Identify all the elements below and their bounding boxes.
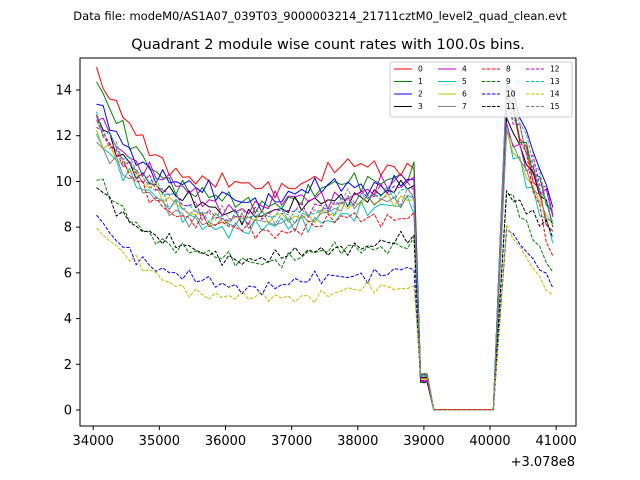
series-layer bbox=[96, 66, 554, 411]
axes-layer: 34000 35000 36000 37000 38000 39000 40000 41000… bbox=[55, 57, 577, 449]
legend-label-14: 14 bbox=[550, 90, 560, 99]
x-tick-label: 38000 bbox=[337, 434, 378, 449]
y-tick-label: 6 bbox=[64, 266, 72, 281]
y-tick-label: 14 bbox=[55, 84, 72, 99]
legend-label-1: 1 bbox=[418, 77, 423, 86]
legend-label-0: 0 bbox=[418, 65, 423, 74]
y-tick-label: 0 bbox=[64, 404, 72, 419]
chart-title: Quadrant 2 module wise count rates with … bbox=[131, 37, 525, 53]
legend-label-9: 9 bbox=[506, 77, 511, 86]
x-tick-label: 35000 bbox=[139, 434, 180, 449]
x-tick-label: 41000 bbox=[535, 434, 576, 449]
y-tick-label: 10 bbox=[55, 175, 72, 190]
y-tick-label: 2 bbox=[64, 358, 72, 373]
y-tick-label: 4 bbox=[64, 312, 72, 327]
legend-label-11: 11 bbox=[506, 102, 516, 111]
legend-label-6: 6 bbox=[462, 90, 467, 99]
x-axis-offset-label: +3.078e8 bbox=[511, 455, 575, 470]
legend-label-10: 10 bbox=[506, 90, 516, 99]
x-tick-label: 39000 bbox=[403, 434, 444, 449]
figure-suptitle: Data file: modeM0/AS1A07_039T03_90000032… bbox=[73, 9, 567, 23]
axes-frame bbox=[79, 57, 577, 427]
legend-box bbox=[389, 61, 573, 118]
legend-label-5: 5 bbox=[462, 77, 467, 86]
series-line-15 bbox=[96, 81, 554, 411]
legend-label-7: 7 bbox=[462, 102, 467, 111]
x-tick-label: 40000 bbox=[469, 434, 510, 449]
series-line-14 bbox=[96, 224, 554, 411]
legend-label-13: 13 bbox=[550, 77, 560, 86]
x-tick-label: 37000 bbox=[271, 434, 312, 449]
legend-label-4: 4 bbox=[462, 65, 467, 74]
y-tick-label: 12 bbox=[55, 129, 72, 144]
legend-label-12: 12 bbox=[550, 65, 560, 74]
legend-label-8: 8 bbox=[506, 65, 511, 74]
x-tick-label: 36000 bbox=[205, 434, 246, 449]
x-tick-label: 34000 bbox=[73, 434, 114, 449]
legend-label-3: 3 bbox=[418, 102, 423, 111]
legend-label-15: 15 bbox=[550, 102, 560, 111]
legend-label-2: 2 bbox=[418, 90, 423, 99]
y-tick-label: 8 bbox=[64, 221, 72, 236]
